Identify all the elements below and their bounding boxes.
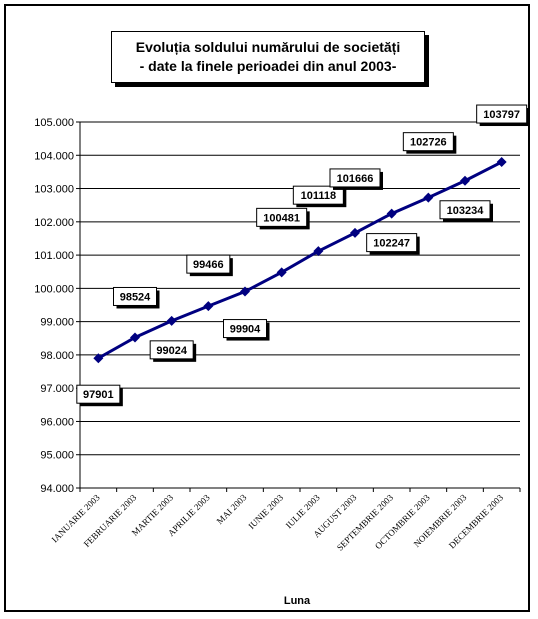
data-label: 101118: [292, 185, 347, 208]
x-category-label: MAI 2003: [215, 492, 249, 526]
data-label: 100481: [256, 207, 310, 230]
data-label-box: [476, 104, 528, 124]
data-label-text: 101118: [301, 190, 337, 202]
x-category-label: IUNIE 2003: [246, 492, 285, 531]
data-point-marker: [93, 353, 104, 364]
data-label-box: [292, 185, 344, 205]
y-tick-label: 94.000: [40, 483, 74, 495]
data-label-box: [366, 233, 418, 253]
y-tick-label: 97.000: [40, 383, 74, 395]
y-tick-label: 102.000: [34, 217, 74, 229]
data-point-marker: [166, 315, 177, 326]
axis-layer: 94.000 95.000 96.000 97.000 98.000 99.000 100.…: [34, 117, 521, 553]
data-label: 103797: [476, 104, 530, 127]
data-label-text: 98524: [120, 291, 151, 303]
x-category-label: IULIE 2003: [284, 492, 322, 530]
chart-title-line-1: Evoluția soldului numărului de societăți: [135, 39, 401, 55]
y-tick-label: 100.000: [34, 283, 74, 295]
data-point-marker: [460, 175, 470, 186]
data-label-text: 101666: [337, 173, 374, 185]
data-label: 102247: [366, 233, 420, 255]
data-point-marker: [423, 192, 434, 203]
data-label-text: 102247: [373, 238, 410, 250]
data-label-text: 100481: [263, 212, 300, 224]
data-label-box: [223, 319, 267, 339]
grid-layer: [80, 121, 520, 456]
data-label: 103234: [439, 200, 493, 222]
y-tick-label: 101.000: [34, 250, 74, 262]
data-point-marker: [276, 267, 287, 278]
data-label: 102726: [402, 132, 457, 154]
data-label-box: [329, 168, 381, 188]
data-label: 101666: [329, 168, 383, 190]
y-tick-label: 95.000: [40, 450, 74, 462]
data-label-box: [402, 132, 454, 152]
data-label: 97901: [76, 384, 123, 407]
series-line: [97, 160, 503, 360]
data-label-text: 103797: [483, 109, 520, 121]
data-label-text: 97901: [83, 389, 114, 401]
data-label-text: 99904: [230, 324, 261, 336]
data-label-box: [439, 200, 491, 220]
data-label: 99024: [149, 340, 197, 362]
data-label-text: 99466: [193, 259, 224, 271]
data-point-marker: [130, 332, 140, 343]
data-label-layer: 97901 98524 99024 99466 99904 100481101118101…: [76, 104, 530, 407]
data-label-box: [76, 384, 121, 404]
y-tick-label: 103.000: [34, 184, 74, 196]
chart-title-box: Evoluția soldului numărului de societăți…: [111, 31, 425, 83]
data-point-marker: [240, 286, 250, 297]
data-label-box: [113, 286, 157, 306]
data-point-marker: [203, 301, 214, 312]
chart-frame: [4, 4, 530, 612]
data-label: 99904: [223, 319, 270, 341]
data-label-text: 102726: [410, 137, 447, 149]
chart-title-line-2: - date la finele perioadei din anul 2003…: [139, 58, 397, 74]
y-tick-label: 99.000: [40, 317, 74, 329]
y-tick-label: 105.000: [34, 117, 74, 129]
data-label: 98524: [113, 286, 160, 309]
data-point-marker: [313, 246, 324, 257]
data-label-box: [149, 340, 194, 360]
data-label-text: 99024: [156, 345, 187, 357]
data-label-box: [256, 207, 308, 227]
series-layer: [93, 157, 507, 364]
y-tick-label: 104.000: [34, 150, 74, 162]
x-axis-title: Luna: [284, 595, 311, 607]
y-tick-label: 98.000: [40, 350, 74, 362]
data-point-marker: [386, 208, 397, 219]
data-label-text: 103234: [447, 205, 485, 217]
data-point-marker: [496, 157, 507, 168]
y-tick-label: 96.000: [40, 416, 74, 428]
data-point-marker: [350, 227, 360, 238]
data-label: 99466: [186, 254, 233, 277]
data-label-box: [186, 254, 231, 274]
